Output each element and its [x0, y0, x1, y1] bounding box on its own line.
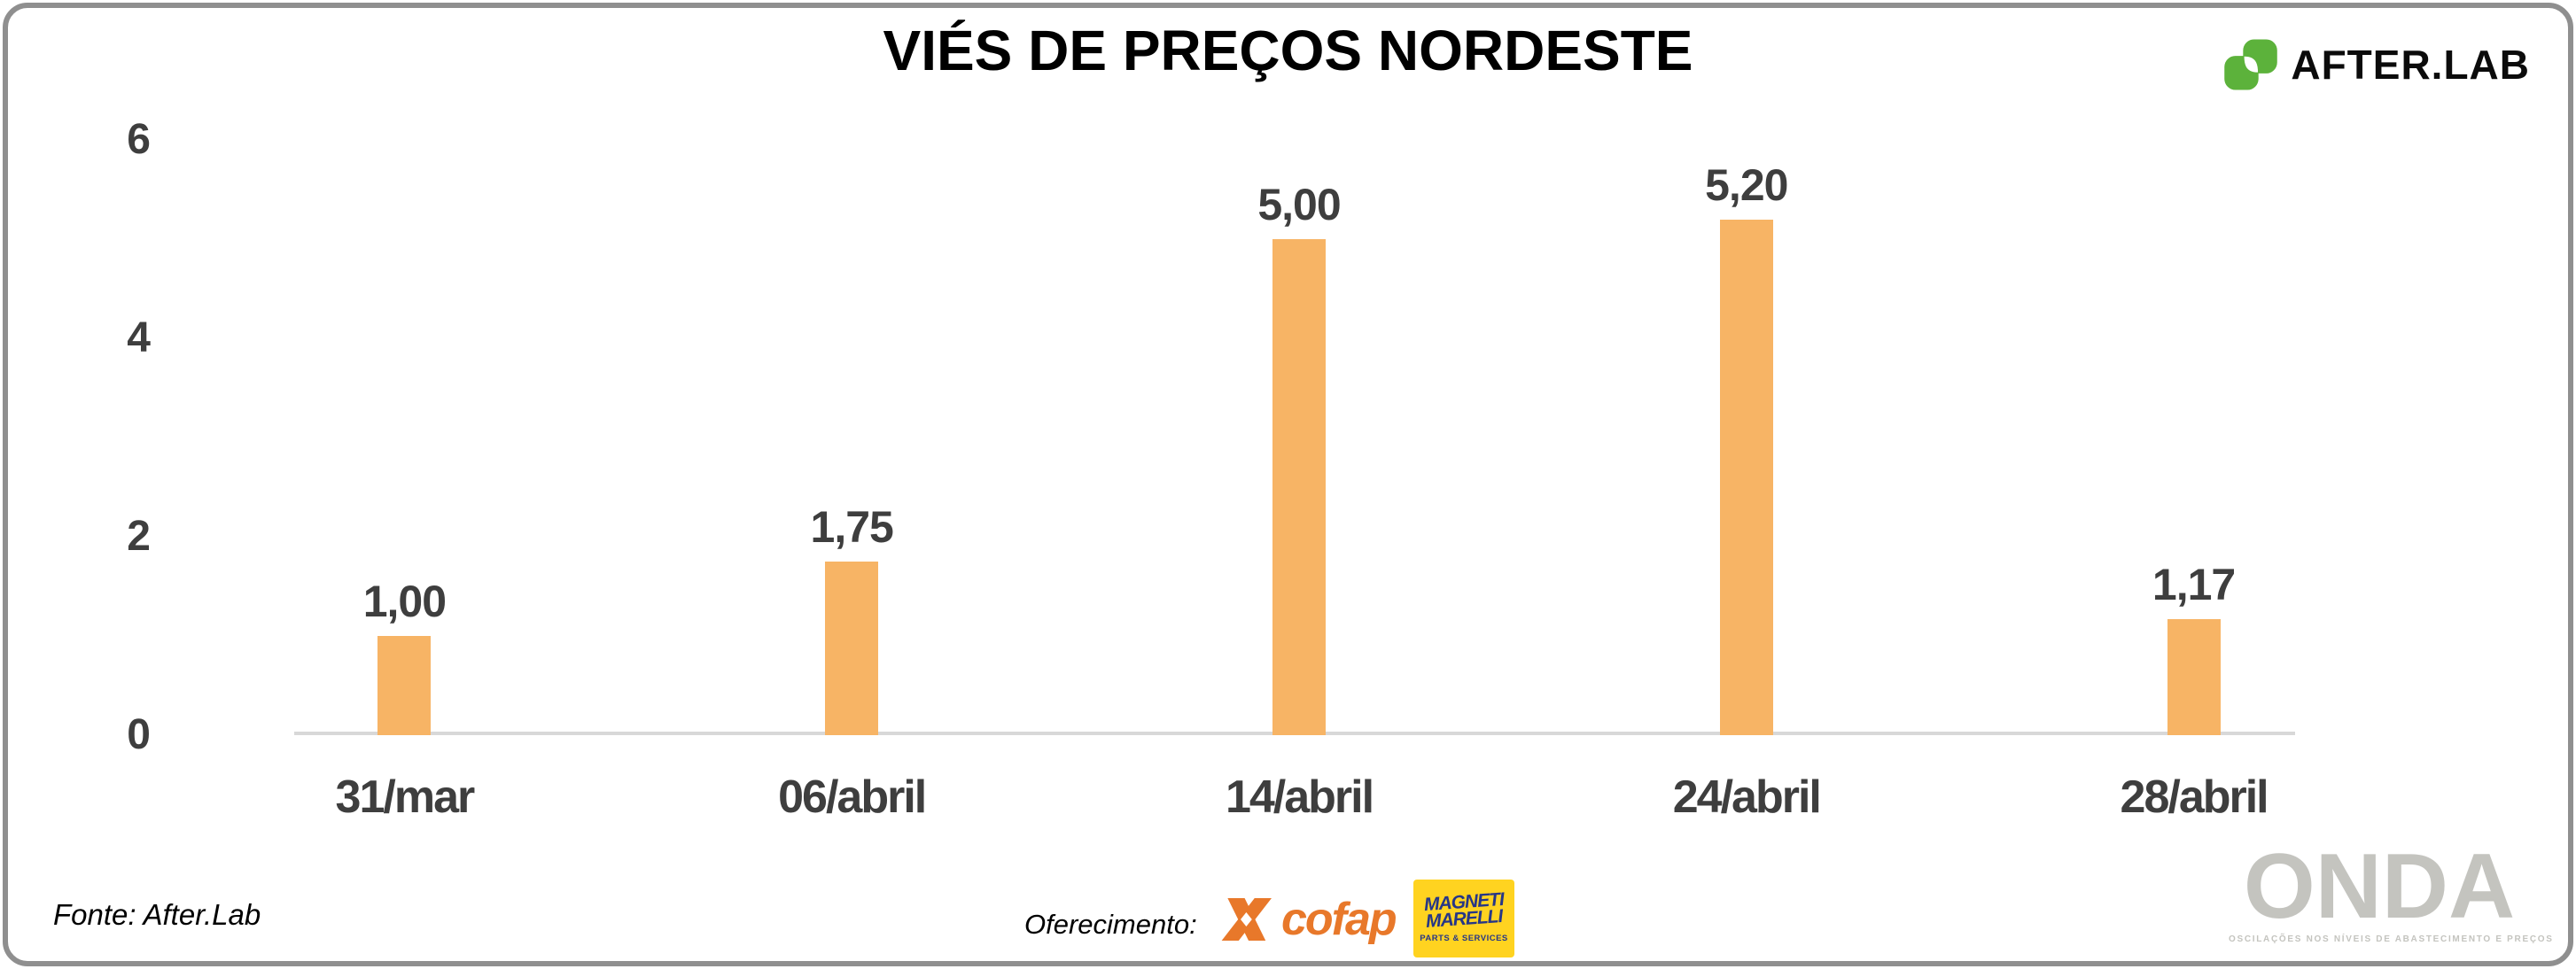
- x-tick-label: 06/abril: [778, 771, 927, 823]
- cofap-logo-text: cofap: [1281, 894, 1397, 945]
- bar: [377, 636, 432, 735]
- x-tick-label: 24/abril: [1672, 771, 1822, 823]
- chart-column: 1,17 28/abril: [1970, 140, 2417, 820]
- x-tick-label: 28/abril: [2120, 771, 2269, 823]
- y-tick-label: 2: [127, 513, 151, 560]
- cofap-logo: cofap: [1212, 894, 1397, 945]
- chart-column: 1,00 31/mar: [181, 140, 628, 820]
- afterlab-leaves-icon: [2223, 37, 2278, 92]
- bar-value-label: 5,20: [1705, 159, 1788, 210]
- magneti-marelli-line2: MARELLI: [1425, 906, 1503, 932]
- afterlab-logo: AFTER.LAB: [2223, 37, 2530, 92]
- chart-column: 5,20 24/abril: [1522, 140, 1970, 820]
- y-axis-ticks: 0 2 4 6: [84, 119, 151, 756]
- cofap-x-emblem-icon: [1212, 896, 1276, 942]
- y-tick-label: 0: [127, 711, 151, 758]
- onda-logo-text: ONDA: [2243, 835, 2516, 938]
- bar: [1719, 219, 1773, 735]
- afterlab-logo-text: AFTER.LAB: [2291, 42, 2530, 88]
- bar-value-label: 1,00: [362, 577, 447, 626]
- bar-value-label: 1,75: [810, 502, 894, 552]
- chart-columns: 1,00 31/mar 1,75 06/abril 5,00 14/abril …: [181, 140, 2417, 820]
- chart-column: 5,00 14/abril: [1076, 140, 1523, 820]
- y-tick-label: 4: [127, 314, 151, 361]
- bar-value-label: 1,17: [2152, 559, 2236, 609]
- x-tick-label: 31/mar: [335, 771, 476, 823]
- bar-value-label: 5,00: [1257, 180, 1341, 229]
- chart-title: VIÉS DE PREÇOS NORDESTE: [883, 19, 1693, 82]
- magneti-marelli-logo: MAGNETI MARELLI PARTS & SERVICES: [1413, 880, 1514, 957]
- bar: [825, 562, 879, 735]
- x-tick-label: 14/abril: [1225, 771, 1374, 823]
- bar: [2167, 618, 2221, 735]
- onda-logo: ONDA OSCILAÇÕES NOS NÍVEIS DE ABASTECIME…: [2229, 835, 2554, 944]
- chart-column: 1,75 06/abril: [628, 140, 1076, 820]
- magneti-marelli-subtitle: PARTS & SERVICES: [1420, 934, 1508, 944]
- bar-chart-plot-area: 1,00 31/mar 1,75 06/abril 5,00 14/abril …: [294, 140, 2295, 820]
- bar: [1272, 239, 1326, 735]
- source-note: Fonte: After.Lab: [53, 898, 261, 931]
- onda-tagline: OSCILAÇÕES NOS NÍVEIS DE ABASTECIMENTO E…: [2229, 934, 2554, 944]
- y-tick-label: 6: [127, 116, 151, 163]
- sponsorship-label: Oferecimento:: [1024, 909, 1197, 940]
